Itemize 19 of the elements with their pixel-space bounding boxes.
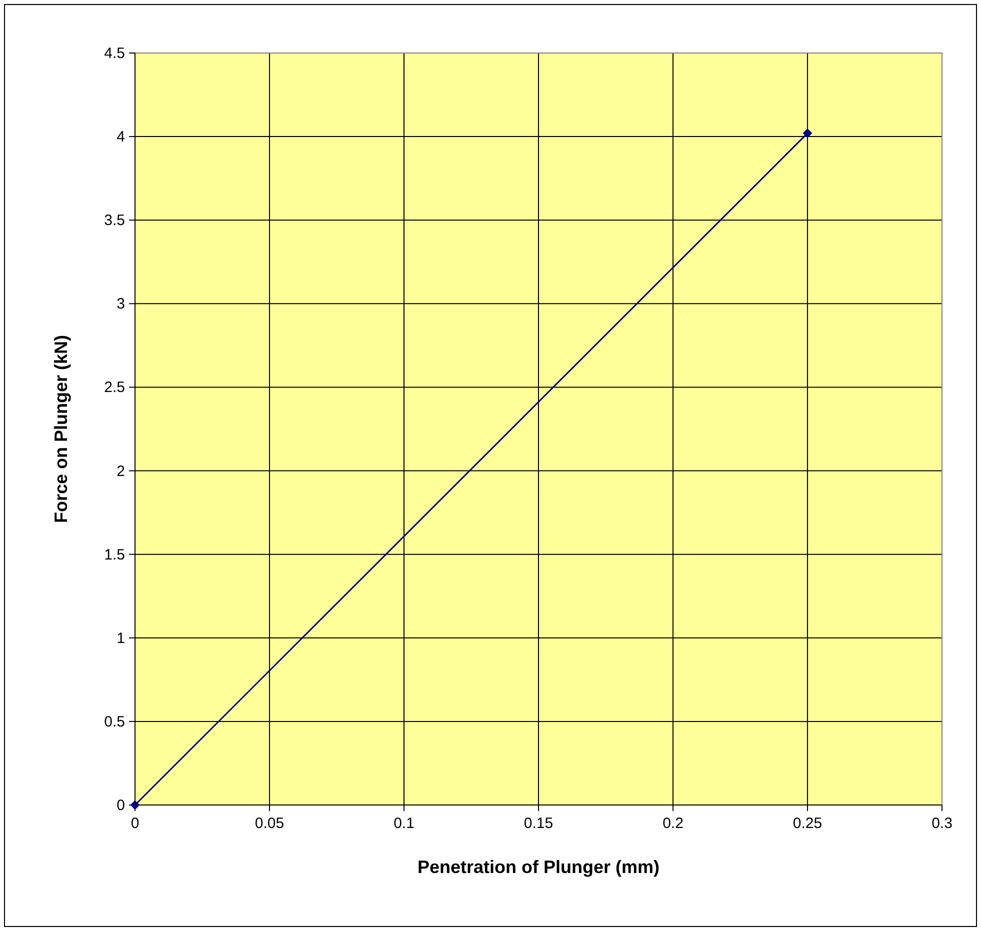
y-tick-label: 2.5 <box>104 379 125 396</box>
x-tick-label: 0.05 <box>254 815 284 832</box>
y-axis-title: Force on Plunger (kN) <box>51 334 71 524</box>
y-tick-label: 1 <box>116 630 125 647</box>
x-tick-label: 0.25 <box>792 815 822 832</box>
x-tick-label: 0.2 <box>662 815 684 832</box>
y-tick-label: 3 <box>116 296 125 313</box>
y-tick-label: 0 <box>116 797 125 814</box>
y-tick-label: 4.5 <box>104 45 125 62</box>
x-tick-label: 0 <box>130 815 140 832</box>
y-tick-label: 0.5 <box>104 713 125 730</box>
y-tick-label: 4 <box>116 128 125 146</box>
x-tick-label: 0.15 <box>524 815 554 832</box>
y-tick-label: 2 <box>116 462 125 480</box>
x-tick-label: 0.1 <box>394 815 414 832</box>
x-tick-label: 0.3 <box>932 815 952 832</box>
y-tick-label: 1.5 <box>104 546 125 564</box>
x-axis-title: Penetration of Plunger (mm) <box>417 857 660 877</box>
y-tick-label: 3.5 <box>104 212 125 230</box>
